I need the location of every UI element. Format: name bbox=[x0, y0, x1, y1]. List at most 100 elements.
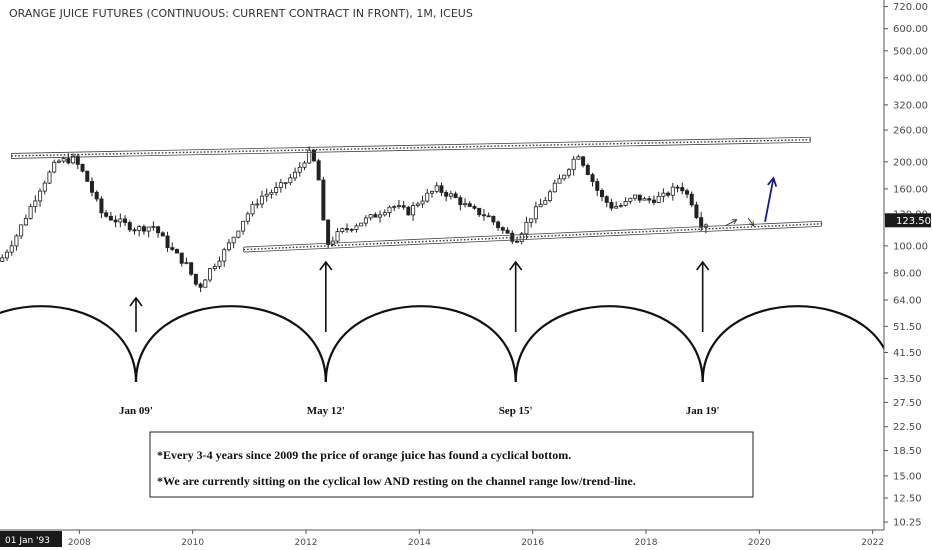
candle bbox=[47, 170, 52, 185]
candle bbox=[467, 201, 472, 207]
candle bbox=[9, 240, 14, 256]
candle-body bbox=[633, 194, 638, 199]
candle bbox=[689, 191, 694, 208]
candle-body bbox=[349, 228, 354, 231]
candle bbox=[411, 201, 416, 221]
candle-body bbox=[326, 219, 331, 245]
candle bbox=[401, 200, 406, 210]
candle-body bbox=[293, 171, 298, 179]
candle-body bbox=[42, 182, 47, 192]
candle bbox=[472, 204, 477, 210]
candle-body bbox=[245, 213, 250, 222]
candle-body bbox=[448, 193, 453, 197]
y-tick-label: 10.25 bbox=[893, 518, 922, 529]
candle-body bbox=[217, 260, 222, 267]
y-tick-label: 12.50 bbox=[893, 493, 922, 504]
y-tick-label: 720.00 bbox=[893, 2, 928, 13]
time-axis[interactable]: 2008 2010 2012 2014 2016 2018 2020 2022 01 Jan … bbox=[0, 529, 884, 548]
candle bbox=[189, 262, 194, 276]
candle bbox=[368, 214, 373, 221]
candle-body bbox=[401, 205, 406, 208]
candle-body bbox=[581, 156, 586, 166]
cycle-low-arrow bbox=[129, 296, 143, 332]
candle bbox=[477, 207, 482, 217]
candle-body bbox=[99, 198, 104, 214]
y-tick-label: 64.00 bbox=[893, 295, 922, 306]
projection-arrow-shaft bbox=[764, 177, 775, 222]
candle-body bbox=[680, 187, 685, 192]
candle bbox=[694, 201, 699, 220]
candle bbox=[255, 198, 260, 209]
y-tick-label: 600.00 bbox=[893, 24, 928, 35]
candle-body bbox=[118, 218, 123, 223]
candle bbox=[378, 210, 383, 223]
x-tick-label: 2018 bbox=[635, 538, 658, 548]
y-tick-label: 100.00 bbox=[893, 241, 928, 252]
candle bbox=[543, 196, 548, 205]
candle bbox=[444, 190, 449, 202]
candle-body bbox=[675, 186, 680, 189]
candle-body bbox=[283, 182, 288, 185]
candle-body bbox=[387, 206, 392, 213]
candle-body bbox=[524, 221, 529, 235]
candle bbox=[113, 215, 118, 228]
candle-body bbox=[486, 215, 491, 218]
candle bbox=[80, 163, 85, 173]
candle-body bbox=[9, 245, 14, 253]
candle bbox=[19, 224, 24, 239]
candle bbox=[595, 178, 600, 196]
candle-body bbox=[160, 232, 165, 237]
candle-body bbox=[321, 179, 326, 221]
arrow-head bbox=[319, 260, 333, 271]
trend-line-edge bbox=[11, 141, 811, 159]
candle bbox=[156, 225, 161, 238]
candle bbox=[349, 228, 354, 233]
y-tick-label: 200.00 bbox=[893, 157, 928, 168]
candle-body bbox=[302, 162, 307, 168]
cycle-low-arrow bbox=[696, 260, 710, 332]
x-tick-label: 2014 bbox=[408, 538, 431, 548]
y-tick-label: 320.00 bbox=[893, 100, 928, 111]
candle-body bbox=[85, 170, 90, 182]
candle-body bbox=[241, 220, 246, 232]
candle-body bbox=[699, 217, 704, 228]
x-tick-label: 2020 bbox=[748, 538, 771, 548]
candle-body bbox=[104, 212, 109, 217]
candle bbox=[609, 198, 614, 211]
candle bbox=[132, 227, 137, 235]
candle-body bbox=[151, 226, 156, 229]
candle-body bbox=[552, 182, 557, 193]
candle-body bbox=[203, 279, 208, 288]
candle bbox=[222, 247, 227, 267]
candle-body bbox=[19, 224, 24, 237]
candle-body bbox=[189, 262, 194, 275]
candle-body bbox=[481, 214, 486, 217]
candle-body bbox=[647, 198, 652, 201]
candle-body bbox=[344, 228, 349, 231]
candle-body bbox=[557, 178, 562, 184]
candle bbox=[302, 160, 307, 171]
candle-body bbox=[415, 203, 420, 206]
candle-body bbox=[184, 262, 189, 265]
candle-body bbox=[75, 155, 80, 165]
candle-body bbox=[670, 186, 675, 196]
candle bbox=[241, 220, 246, 235]
candle-body bbox=[614, 206, 619, 209]
price-axis[interactable]: 720.00 600.00 500.00 400.00 320.00 260.00 200.… bbox=[883, 0, 932, 530]
candle bbox=[585, 163, 590, 176]
trend-line-edge bbox=[11, 136, 811, 154]
x-tick-label: 2010 bbox=[181, 538, 204, 548]
candle-body bbox=[354, 225, 359, 230]
candle bbox=[415, 201, 420, 208]
candle-body bbox=[14, 235, 19, 247]
candle-body bbox=[340, 228, 345, 233]
candle bbox=[264, 188, 269, 202]
candle bbox=[666, 191, 671, 198]
candle bbox=[699, 211, 704, 232]
x-tick-label: 2012 bbox=[295, 538, 318, 548]
candle-body bbox=[198, 283, 203, 288]
candle bbox=[198, 282, 203, 293]
candle-body bbox=[61, 158, 66, 162]
candle-body bbox=[566, 169, 571, 176]
candle bbox=[297, 162, 302, 177]
